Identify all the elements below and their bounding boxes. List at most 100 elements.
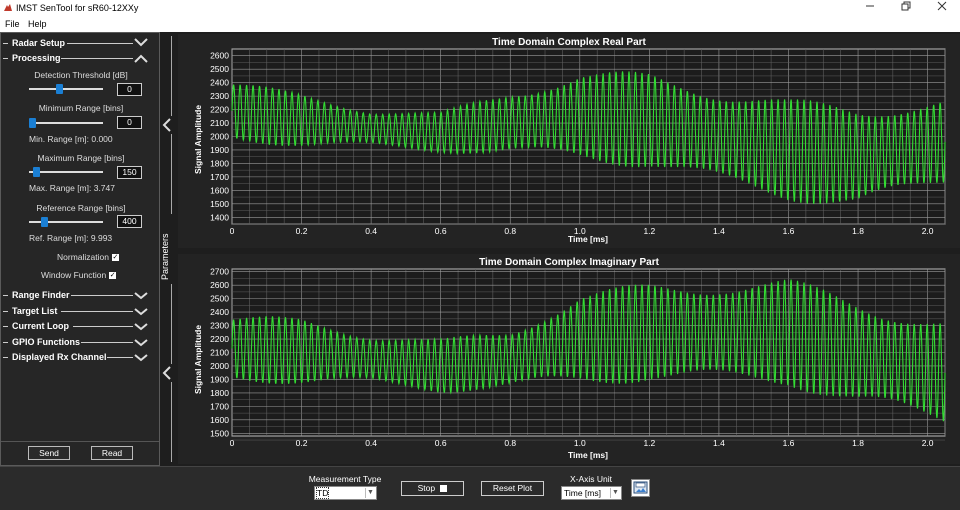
divider [3, 311, 8, 312]
chevron-down-icon [134, 339, 148, 347]
real-part-chart: 2600 2500 2400 2300 2200 2100 2000 1900 1800 1700… [210, 48, 946, 236]
close-icon [937, 1, 947, 11]
detection-threshold-label: Detection Threshold [dB] [34, 70, 128, 80]
detection-threshold-slider[interactable] [29, 84, 103, 94]
x-tick-label: 1.4 [713, 226, 725, 236]
section-label: Radar Setup [12, 38, 66, 48]
normalization-row[interactable]: Normalization ✓ [57, 252, 119, 262]
stop-button[interactable]: Stop [401, 481, 464, 496]
restore-icon [901, 1, 911, 11]
divider [3, 295, 8, 296]
x-tick-label: 0 [230, 226, 235, 236]
imaginary-part-plot: Time Domain Complex Imaginary Part 2700 2… [178, 254, 960, 464]
section-label: Range Finder [12, 290, 70, 300]
section-label: GPIO Functions [12, 337, 81, 347]
menu-file[interactable]: File [5, 19, 20, 29]
y-axis-label: Signal Amplitude [193, 104, 203, 174]
section-displayed-rx-channel[interactable]: Displayed Rx Channel [1, 350, 159, 364]
reset-plot-button[interactable]: Reset Plot [481, 481, 544, 496]
y-tick-label: 2400 [210, 307, 229, 317]
menu-bar: File Help [0, 17, 960, 32]
measurement-type-value: TD [315, 487, 330, 499]
y-tick-label: 2000 [210, 132, 229, 142]
section-label: Current Loop [12, 321, 69, 331]
collapse-left-icon[interactable] [162, 366, 172, 380]
x-tick-label: 1.4 [713, 438, 725, 448]
slider-thumb[interactable] [41, 217, 49, 227]
y-tick-label: 1900 [210, 145, 229, 155]
parameters-panel: Radar Setup Processing Detection Thresho… [0, 32, 160, 466]
close-button[interactable] [924, 0, 960, 17]
section-processing[interactable]: Processing [1, 51, 159, 65]
divider [3, 342, 8, 343]
slider-thumb[interactable] [55, 84, 63, 94]
section-label: Displayed Rx Channel [12, 352, 107, 362]
x-tick-label: 1.6 [783, 438, 795, 448]
window-function-row[interactable]: Window Function ✓ [41, 270, 117, 280]
measurement-type-select[interactable]: TD ▼ [314, 486, 377, 500]
chevron-down-icon: ▼ [365, 488, 375, 498]
detection-threshold-input[interactable]: 0 [117, 83, 142, 96]
minimize-button[interactable] [852, 0, 888, 17]
x-tick-label: 0.8 [504, 438, 516, 448]
chevron-down-icon [134, 308, 148, 316]
x-axis-unit-select[interactable]: Time [ms] ▼ [561, 486, 622, 500]
y-tick-label: 2000 [210, 361, 229, 371]
x-tick-label: 2.0 [922, 438, 934, 448]
reference-range-slider[interactable] [29, 217, 103, 227]
menu-help[interactable]: Help [28, 19, 47, 29]
divider [61, 311, 133, 312]
divider [1, 441, 159, 442]
window-function-label: Window Function [41, 270, 107, 280]
minimize-icon [866, 5, 874, 7]
divider [171, 284, 172, 364]
read-button[interactable]: Read [91, 446, 133, 460]
minimum-range-input[interactable]: 0 [117, 116, 142, 129]
normalization-checkbox[interactable]: ✓ [111, 254, 119, 262]
slider-thumb[interactable] [33, 167, 41, 177]
y-tick-label: 1600 [210, 415, 229, 425]
y-tick-label: 1700 [210, 401, 229, 411]
x-tick-label: 0.4 [365, 226, 377, 236]
x-tick-label: 0.6 [435, 226, 447, 236]
maximum-range-slider[interactable] [29, 167, 103, 177]
maximum-range-input[interactable]: 150 [117, 166, 142, 179]
save-image-button[interactable] [631, 479, 650, 497]
divider [171, 382, 172, 462]
minimum-range-slider[interactable] [29, 118, 103, 128]
chevron-down-icon [134, 292, 148, 300]
send-button[interactable]: Send [28, 446, 70, 460]
chevron-down-icon [134, 323, 148, 331]
section-gpio-functions[interactable]: GPIO Functions [1, 335, 159, 349]
y-tick-label: 1900 [210, 374, 229, 384]
save-image-icon [633, 481, 648, 494]
section-radar-setup[interactable]: Radar Setup [1, 36, 159, 50]
collapse-left-icon[interactable] [162, 118, 172, 132]
section-current-loop[interactable]: Current Loop [1, 319, 159, 333]
parameters-toggle-bar[interactable]: Parameters [160, 32, 176, 466]
minimum-range-label: Minimum Range [bins] [38, 103, 124, 113]
reference-range-input[interactable]: 400 [117, 215, 142, 228]
divider [3, 58, 8, 59]
x-tick-label: 1.2 [643, 226, 655, 236]
slider-thumb[interactable] [29, 118, 36, 128]
chevron-down-icon: ▼ [610, 488, 620, 498]
x-tick-label: 0.6 [435, 438, 447, 448]
x-tick-label: 0 [230, 438, 235, 448]
window-title: IMST SenTool for sR60-12XXy [16, 3, 139, 13]
divider [171, 36, 172, 116]
section-target-list[interactable]: Target List [1, 304, 159, 318]
imaginary-part-chart: 2700 2600 2500 2400 2300 2200 2100 2000 1900 1800… [210, 267, 946, 448]
y-tick-label: 2400 [210, 78, 229, 88]
slider-track [29, 122, 103, 124]
divider [73, 326, 133, 327]
stop-label: Stop [417, 483, 436, 493]
section-range-finder[interactable]: Range Finder [1, 288, 159, 302]
signal-line [231, 71, 946, 204]
divider [107, 357, 133, 358]
window-function-checkbox[interactable]: ✓ [109, 272, 117, 280]
divider [81, 342, 133, 343]
slider-track [29, 88, 103, 90]
restore-button[interactable] [888, 0, 924, 17]
min-range-meters: Min. Range [m]: 0.000 [29, 134, 113, 144]
